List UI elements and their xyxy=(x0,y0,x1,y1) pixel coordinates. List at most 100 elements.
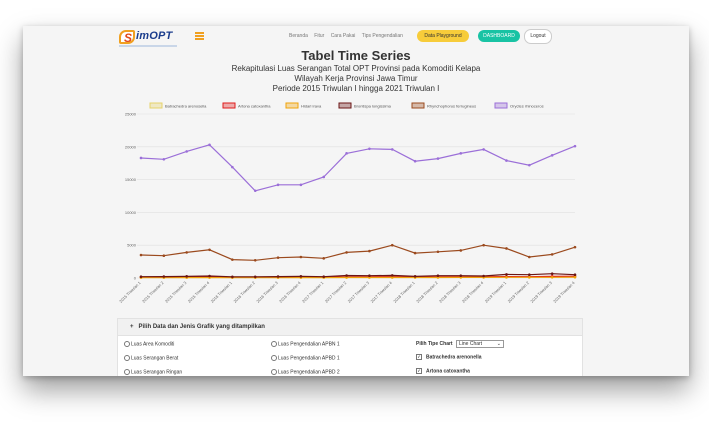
option-pengendalian-apbn1[interactable]: Luas Pengendalian APBN 1 xyxy=(271,341,340,347)
data-point xyxy=(368,274,371,278)
option-pengendalian-apbd1[interactable]: Luas Pengendalian APBD 1 xyxy=(271,355,340,361)
nav-link-cara-pakai[interactable]: Cara Pakai xyxy=(330,33,356,39)
expand-plus-icon: + xyxy=(130,324,134,330)
chart-type-select[interactable]: Line Chart ⌄ xyxy=(455,340,504,348)
chart-type-row: Pilih Tipe Chart Line Chart ⌄ xyxy=(416,340,504,348)
series-line xyxy=(141,276,576,279)
legend-swatch xyxy=(285,102,299,109)
legend-swatch xyxy=(149,102,163,109)
option-luas-area-komoditi[interactable]: Luas Area Komoditi xyxy=(124,341,174,347)
data-point xyxy=(413,159,417,163)
x-tick-label: 2015 Triwulan 3 xyxy=(164,280,188,304)
x-tick-label: 2017 Triwulan 2 xyxy=(324,280,348,304)
checkbox-artona[interactable]: ✓ Artona catoxantha xyxy=(416,368,470,374)
data-point xyxy=(322,275,326,278)
nav-links: Beranda Fitur Cara Pakai Tips Pengendali… xyxy=(289,33,408,39)
checkbox-label: Artona catoxantha xyxy=(426,368,470,375)
option-label: Luas Pengendalian APBD 1 xyxy=(278,355,340,362)
radio-icon xyxy=(271,341,277,347)
data-point xyxy=(368,249,371,253)
data-point xyxy=(299,255,303,259)
data-point xyxy=(550,275,554,279)
data-point xyxy=(299,275,303,278)
radio-icon xyxy=(124,355,130,361)
data-point xyxy=(276,183,280,187)
data-point xyxy=(231,165,234,169)
options-panel-header[interactable]: + Pilih Data dan Jenis Grafik yang ditamp… xyxy=(118,319,582,336)
x-tick-label: 2017 Triwulan 1 xyxy=(301,280,325,304)
data-point xyxy=(390,274,394,277)
radio-icon xyxy=(271,369,277,375)
simopt-logo[interactable]: S imOPT xyxy=(119,29,173,45)
data-point xyxy=(231,275,234,279)
x-tick-label: 2016 Triwulan 1 xyxy=(210,280,234,304)
data-point xyxy=(436,250,440,254)
option-pengendalian-apbd2[interactable]: Luas Pengendalian APBD 2 xyxy=(271,369,340,375)
chart-subtitle-2: Wilayah Kerja Provinsi Jawa Timur xyxy=(294,74,418,83)
data-point xyxy=(505,159,508,162)
logout-button[interactable]: Logout xyxy=(524,29,552,44)
logo-text: imOPT xyxy=(136,30,173,42)
data-point xyxy=(185,275,188,278)
data-point xyxy=(139,275,143,278)
nav-link-tips[interactable]: Tips Pengendalian xyxy=(361,33,403,39)
data-point xyxy=(208,248,211,252)
y-tick-label: 0 xyxy=(134,276,137,281)
x-tick-label: 2018 Triwulan 1 xyxy=(392,280,416,304)
data-point xyxy=(345,274,348,277)
series-line xyxy=(140,273,576,278)
nav-link-fitur[interactable]: Fitur xyxy=(314,33,325,39)
legend-swatch xyxy=(494,102,508,109)
browser-window: S imOPT Beranda Fitur Cara Pakai Tips Pe… xyxy=(23,26,689,376)
y-tick-label: 10000 xyxy=(125,210,137,215)
data-point xyxy=(573,245,577,249)
data-point xyxy=(528,255,531,259)
data-point xyxy=(390,276,394,279)
chart-type-value: Line Chart xyxy=(458,341,483,347)
chart-subtitle-3: Periode 2015 Triwulan I hingga 2021 Triw… xyxy=(272,84,440,93)
radio-icon xyxy=(124,369,130,375)
data-point xyxy=(413,275,417,278)
dashboard-button[interactable]: DASHBOARD xyxy=(478,30,520,42)
logo-mark: S xyxy=(124,31,133,45)
data-point xyxy=(253,275,257,279)
checkbox-checked-icon: ✓ xyxy=(416,368,422,374)
checkbox-batrachedra[interactable]: ✓ Batrachedra arenonella xyxy=(416,354,482,360)
data-point xyxy=(162,254,166,257)
data-point xyxy=(482,274,485,278)
data-point xyxy=(390,243,394,247)
chart-type-label: Pilih Tipe Chart xyxy=(416,341,453,347)
data-point xyxy=(299,183,303,187)
legend-label: Artona catoxantha xyxy=(238,104,271,109)
data-point xyxy=(505,273,508,276)
navbar: S imOPT Beranda Fitur Cara Pakai Tips Pe… xyxy=(23,26,689,48)
legend-label: Batrachedra arenosella xyxy=(165,104,207,109)
data-point xyxy=(528,163,531,167)
chart-subtitle-1: Rekapitulasi Luas Serangan Total OPT Pro… xyxy=(231,64,481,73)
option-luas-serangan-berat[interactable]: Luas Serangan Berat xyxy=(124,355,178,361)
data-point xyxy=(505,247,508,250)
legend-label: Rhynchophorus ferrugineus xyxy=(427,104,476,109)
nav-link-beranda[interactable]: Beranda xyxy=(289,33,308,39)
y-tick-label: 5000 xyxy=(127,243,137,248)
time-series-chart: Batrachedra arenosella Artona catoxantha H… xyxy=(118,102,577,304)
option-luas-serangan-ringan[interactable]: Luas Serangan Ringan xyxy=(124,369,182,375)
x-tick-label: 2016 Triwulan 3 xyxy=(255,280,279,304)
x-tick-label: 2017 Triwulan 4 xyxy=(369,280,393,304)
x-tick-label: 2017 Triwulan 3 xyxy=(347,280,371,304)
data-point xyxy=(139,253,143,257)
data-point xyxy=(550,272,554,276)
data-point xyxy=(390,148,394,151)
data-point xyxy=(573,273,577,277)
legend-swatch xyxy=(222,102,236,109)
data-playground-button[interactable]: Data Playground xyxy=(417,30,469,42)
x-tick-label: 2019 Triwulan 4 xyxy=(552,280,576,304)
legend-label: Brontispa longissima xyxy=(354,104,392,109)
options-panel: + Pilih Data dan Jenis Grafik yang ditamp… xyxy=(117,318,583,376)
hamburger-menu-icon[interactable] xyxy=(195,32,204,40)
chevron-down-icon: ⌄ xyxy=(496,341,501,347)
x-tick-label: 2015 Triwulan 2 xyxy=(141,280,165,304)
data-point xyxy=(459,274,463,278)
data-point xyxy=(276,256,280,259)
data-point xyxy=(208,274,211,278)
